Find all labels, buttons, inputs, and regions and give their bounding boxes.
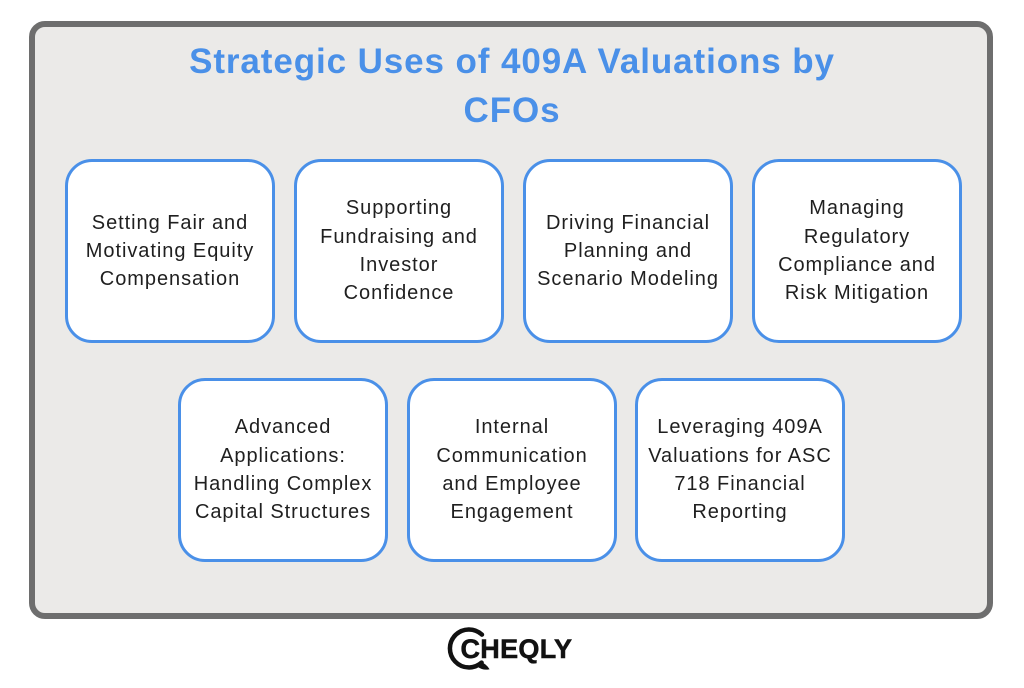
svg-text:CHEQLY: CHEQLY xyxy=(461,634,573,664)
